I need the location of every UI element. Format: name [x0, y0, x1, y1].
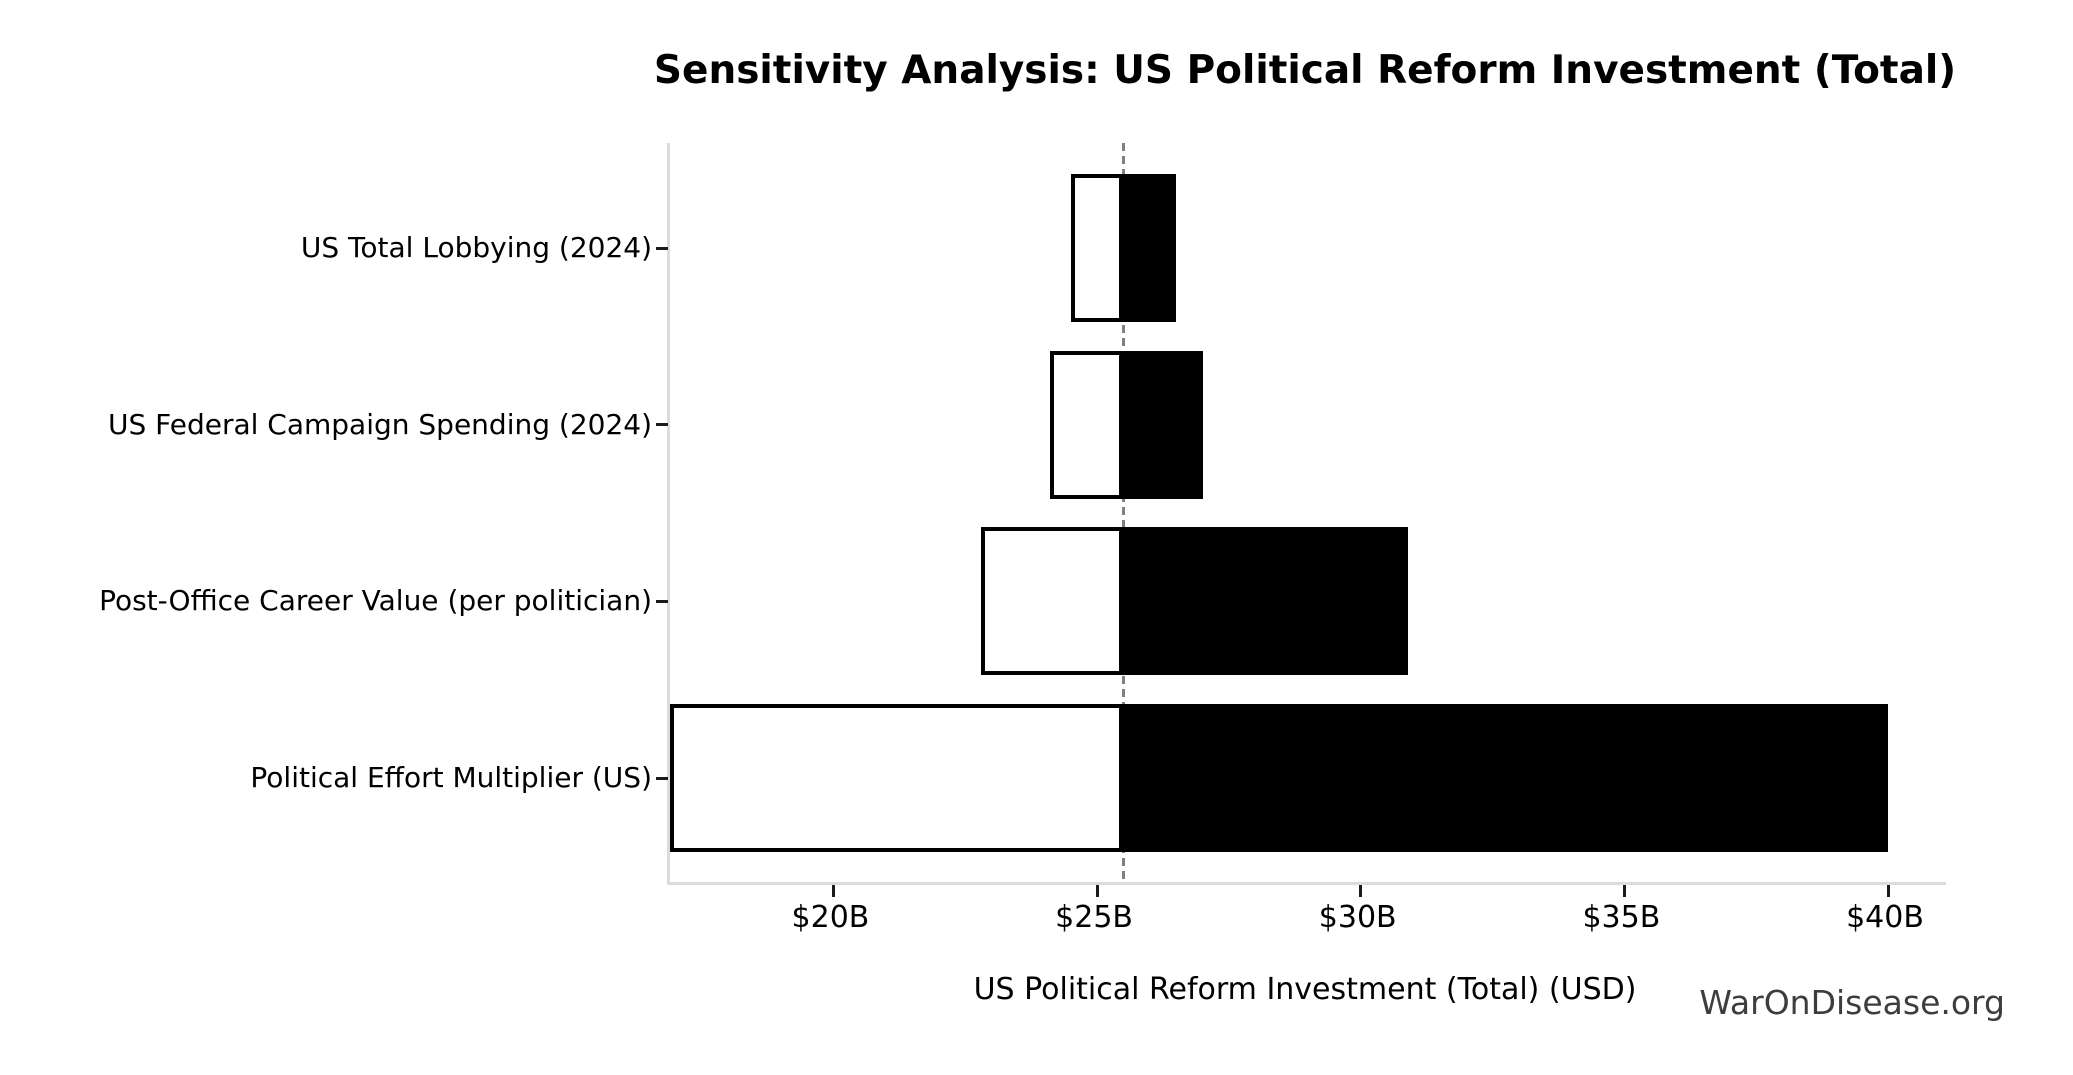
y-tick-mark: [656, 776, 668, 780]
x-tick-label: $30B: [1318, 900, 1397, 935]
watermark-text: WarOnDisease.org: [1699, 983, 2005, 1022]
tornado-bar-high: [1123, 704, 1888, 853]
x-tick-label: $25B: [1055, 900, 1133, 935]
tornado-bar-high: [1123, 174, 1177, 322]
x-tick-mark: [831, 885, 835, 897]
y-tick-label: US Federal Campaign Spending (2024): [107, 407, 652, 441]
x-axis-title: US Political Reform Investment (Total) (…: [973, 972, 1637, 1007]
tornado-bar-high: [1123, 350, 1203, 499]
tornado-bar-low: [981, 527, 1124, 676]
y-tick-mark: [656, 246, 668, 250]
tornado-bar-low: [670, 704, 1124, 853]
y-tick-mark: [656, 599, 668, 603]
x-tick-mark: [1886, 885, 1890, 897]
plot-area: [656, 143, 1946, 897]
y-tick-label: US Total Lobbying (2024): [300, 231, 652, 264]
y-tick-label: Post-Office Career Value (per politician…: [99, 584, 652, 618]
x-tick-mark: [1095, 885, 1099, 897]
tornado-bar-low: [1070, 174, 1124, 322]
tornado-bar-high: [1123, 527, 1409, 676]
baseline-dashed-line: [1121, 143, 1125, 882]
x-tick-label: $20B: [791, 900, 870, 935]
y-tick-mark: [656, 423, 668, 427]
x-tick-mark: [1359, 885, 1363, 897]
y-tick-label: Political Effort Multiplier (US): [250, 761, 652, 795]
tornado-bar-low: [1049, 350, 1124, 499]
x-tick-label: $35B: [1582, 900, 1661, 935]
chart-title: Sensitivity Analysis: US Political Refor…: [653, 48, 1957, 93]
x-tick-mark: [1622, 885, 1626, 897]
x-tick-label: $40B: [1846, 900, 1924, 935]
